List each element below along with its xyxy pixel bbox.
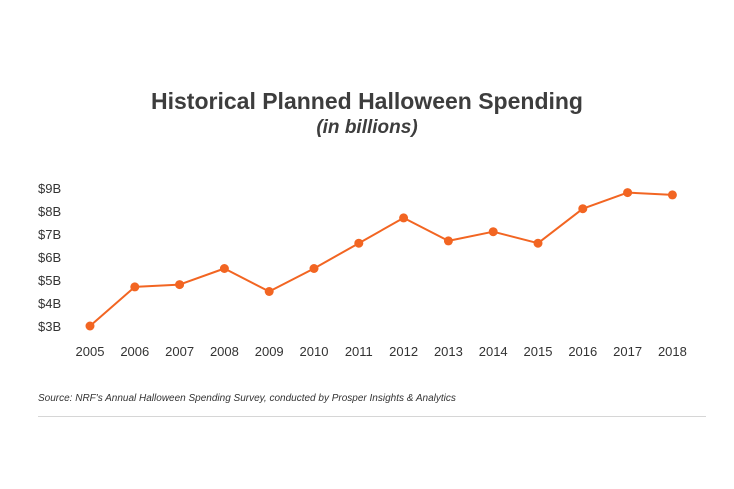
x-tick-label: 2011	[345, 344, 373, 359]
y-tick-label: $5B	[38, 273, 61, 288]
data-point	[85, 321, 95, 331]
y-tick-label: $6B	[38, 250, 61, 265]
chart-subtitle: (in billions)	[316, 117, 418, 138]
x-tick-label: 2007	[165, 344, 194, 359]
y-tick-label: $4B	[38, 296, 61, 311]
y-tick-label: $7B	[38, 227, 61, 242]
series-line	[89, 191, 673, 327]
x-tick-label: 2005	[76, 344, 105, 359]
x-tick-label: 2009	[255, 344, 284, 359]
data-point	[667, 190, 677, 200]
x-tick-label: 2018	[658, 344, 687, 359]
data-point	[175, 280, 185, 290]
x-tick-label: 2006	[120, 344, 149, 359]
data-point	[130, 282, 140, 292]
x-tick-label: 2010	[300, 344, 329, 359]
x-tick-label: 2015	[524, 344, 553, 359]
data-point	[219, 264, 229, 273]
y-tick-label: $9B	[38, 181, 61, 196]
data-point	[488, 227, 498, 237]
data-point	[354, 238, 364, 248]
chart-title: Historical Planned Halloween Spending	[151, 88, 583, 114]
x-tick-label: 2016	[568, 344, 597, 359]
y-tick-label: $3B	[38, 319, 61, 334]
y-axis-tick-labels: $3B $4B $5B $6B $7B $8B $9B	[38, 181, 61, 334]
x-tick-label: 2017	[613, 344, 642, 359]
data-point	[264, 287, 274, 296]
divider	[38, 416, 706, 417]
data-point	[443, 236, 453, 246]
data-point	[578, 204, 588, 214]
data-point	[309, 264, 319, 273]
x-tick-label: 2012	[389, 344, 418, 359]
data-point	[623, 188, 633, 198]
x-tick-label: 2014	[479, 344, 508, 359]
series-layer	[85, 188, 677, 331]
data-point	[399, 213, 409, 223]
x-tick-label: 2008	[210, 344, 239, 359]
x-tick-label: 2013	[434, 344, 463, 359]
y-tick-label: $8B	[38, 204, 61, 219]
x-axis-tick-labels: 2005 2006 2007 2008 2009 2010 2011 2012 2013 2014…	[76, 344, 687, 359]
data-point	[533, 238, 543, 248]
source-note: Source: NRF's Annual Halloween Spending …	[38, 393, 456, 404]
